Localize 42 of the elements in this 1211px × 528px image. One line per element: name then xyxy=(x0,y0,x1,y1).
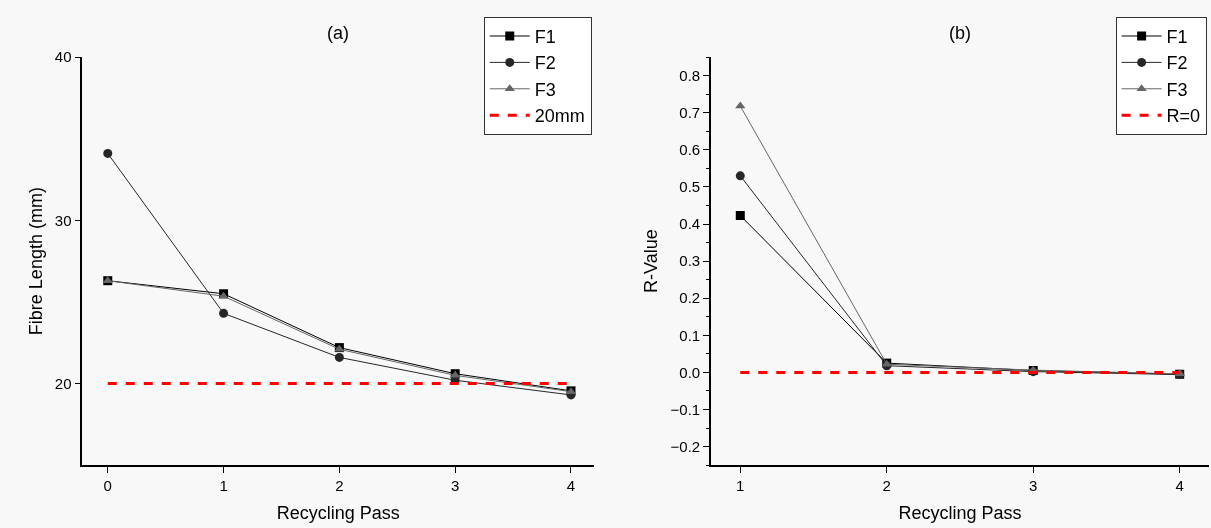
point xyxy=(735,171,745,181)
x-tick-label: 2 xyxy=(335,476,344,494)
y-tick-label: −0.2 xyxy=(670,437,701,455)
point xyxy=(334,352,344,362)
y-tick-label: 0.3 xyxy=(679,252,701,270)
legend-label: F2 xyxy=(534,53,556,74)
chart-title: (a) xyxy=(327,23,349,43)
y-tick-label: 0.1 xyxy=(679,326,701,344)
legend-label: F3 xyxy=(534,79,556,100)
x-tick-label: 1 xyxy=(219,476,228,494)
legend-label: F1 xyxy=(1166,27,1188,48)
y-tick-label: 0.8 xyxy=(679,66,701,84)
y-tick-label: 0.4 xyxy=(679,215,701,233)
y-tick-label: 0.5 xyxy=(679,178,701,196)
legend-label: F3 xyxy=(1166,79,1188,100)
y-tick-label: −0.1 xyxy=(670,400,701,418)
y-axis-title: R-Value xyxy=(641,229,662,293)
legend-label: F1 xyxy=(534,27,556,48)
y-tick-label: 0.2 xyxy=(679,289,701,307)
legend-label: R=0 xyxy=(1166,106,1201,127)
x-tick-label: 3 xyxy=(451,476,460,494)
y-tick-label: 20 xyxy=(54,374,72,392)
y-tick-label: 0.0 xyxy=(679,363,701,381)
y-tick-label: 0.6 xyxy=(679,141,701,159)
y-tick-label: 40 xyxy=(54,48,72,66)
x-tick-label: 4 xyxy=(1175,476,1184,494)
legend-label: F2 xyxy=(1166,53,1188,74)
point xyxy=(103,148,113,158)
y-tick-label: 30 xyxy=(54,211,72,229)
point xyxy=(219,308,229,318)
x-tick-label: 4 xyxy=(566,476,576,494)
point xyxy=(735,211,745,221)
x-tick-label: 1 xyxy=(736,476,745,494)
chart-title: (b) xyxy=(949,23,971,43)
x-tick-label: 3 xyxy=(1029,476,1038,494)
y-tick-label: 0.7 xyxy=(679,104,701,122)
x-tick-label: 2 xyxy=(882,476,891,494)
x-axis-title: Recycling Pass xyxy=(898,503,1022,524)
x-axis-title: Recycling Pass xyxy=(276,503,400,524)
legend-label: 20mm xyxy=(534,106,585,127)
y-axis-title: Fibre Length (mm) xyxy=(25,187,46,336)
x-tick-label: 0 xyxy=(103,476,112,494)
